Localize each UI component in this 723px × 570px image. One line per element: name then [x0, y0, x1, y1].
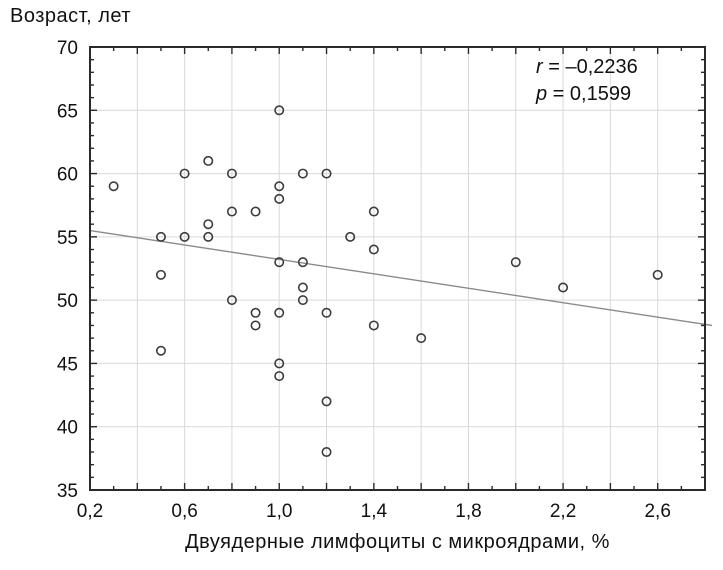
x-axis-title: Двуядерные лимфоциты с микроядрами, % [185, 531, 610, 553]
y-tick-label: 65 [57, 101, 78, 122]
data-point [250, 206, 261, 217]
y-tick-label: 70 [57, 38, 78, 59]
x-tick-label: 2,2 [550, 501, 576, 522]
data-point [274, 371, 285, 382]
y-tick-label: 45 [57, 354, 78, 375]
data-point [250, 307, 261, 318]
data-point [155, 345, 166, 356]
data-point [368, 206, 379, 217]
data-point [297, 257, 308, 268]
data-point [155, 269, 166, 280]
x-tick-label: 0,2 [77, 501, 103, 522]
data-point [226, 206, 237, 217]
data-point [274, 257, 285, 268]
data-point [274, 307, 285, 318]
data-point [345, 231, 356, 242]
r-symbol: r [536, 56, 543, 78]
x-tick-label: 1,4 [361, 501, 388, 522]
x-tick-label: 1,0 [266, 501, 292, 522]
data-point [226, 295, 237, 306]
x-tick-label: 0,6 [171, 501, 197, 522]
x-tick-label: 1,8 [455, 501, 481, 522]
data-point [416, 333, 427, 344]
data-point [274, 358, 285, 369]
y-tick-label: 55 [57, 228, 78, 249]
data-point [274, 181, 285, 192]
x-tick-label: 2,6 [644, 501, 670, 522]
data-point [250, 320, 261, 331]
y-axis-title: Возраст, лет [10, 5, 131, 27]
p-value-line: p = 0,1599 [536, 81, 638, 108]
data-point [321, 168, 332, 179]
data-point [226, 168, 237, 179]
data-point [179, 168, 190, 179]
data-point [321, 447, 332, 458]
data-point [203, 219, 214, 230]
r-value-line: r = –0,2236 [536, 54, 638, 81]
data-point [321, 307, 332, 318]
r-value: = –0,2236 [542, 56, 638, 78]
data-point [510, 257, 521, 268]
stats-annotation: r = –0,2236 p = 0,1599 [536, 54, 638, 108]
data-point [368, 320, 379, 331]
data-point [321, 396, 332, 407]
data-point [297, 282, 308, 293]
data-point [203, 231, 214, 242]
data-point [368, 244, 379, 255]
y-tick-label: 60 [57, 165, 78, 186]
y-tick-label: 35 [57, 481, 78, 502]
data-point [297, 168, 308, 179]
data-point [274, 105, 285, 116]
p-value: = 0,1599 [547, 83, 632, 105]
y-tick-label: 50 [57, 291, 78, 312]
data-point [652, 269, 663, 280]
data-point [179, 231, 190, 242]
p-symbol: p [536, 83, 548, 105]
data-point [155, 231, 166, 242]
data-point [558, 282, 569, 293]
y-tick-label: 40 [57, 418, 78, 439]
data-point [274, 193, 285, 204]
data-point [297, 295, 308, 306]
data-point [108, 181, 119, 192]
data-point [203, 155, 214, 166]
